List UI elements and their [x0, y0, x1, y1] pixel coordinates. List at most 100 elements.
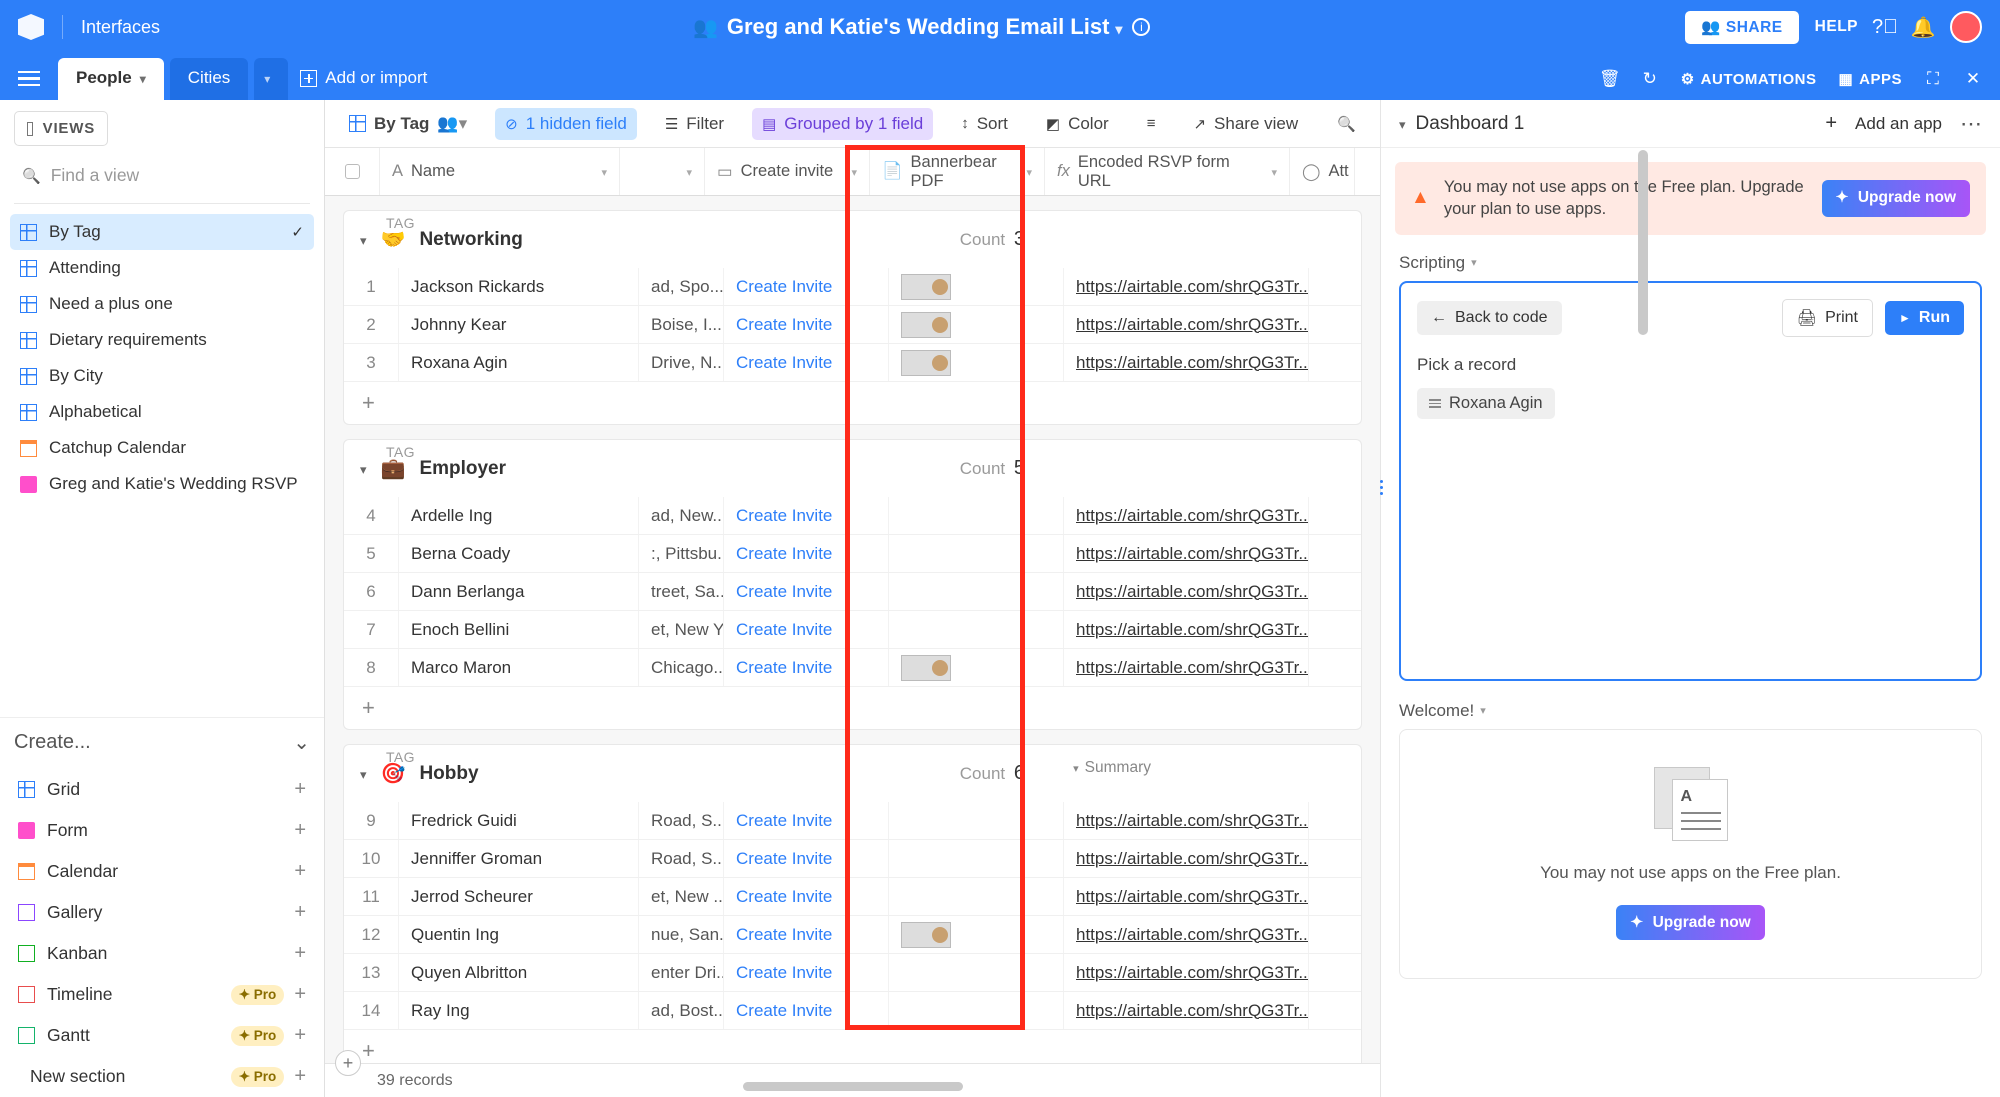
- cell-bannerbear-pdf[interactable]: [889, 802, 1064, 839]
- history-icon[interactable]: ↻: [1641, 70, 1659, 88]
- cell-address[interactable]: enter Dri...: [639, 954, 724, 991]
- dashboard-title[interactable]: Dashboard 1: [1416, 113, 1525, 135]
- cell-name[interactable]: Jenniffer Groman: [399, 840, 639, 877]
- row-height-button[interactable]: ≡: [1137, 109, 1166, 138]
- help-icon[interactable]: ?⃝: [1874, 16, 1896, 38]
- view-item-by-city[interactable]: By City: [10, 358, 314, 394]
- table-row[interactable]: 7Enoch Belliniet, New Y...Create Inviteh…: [344, 611, 1361, 649]
- create-invite-link[interactable]: Create Invite: [736, 887, 832, 907]
- upgrade-now-button-2[interactable]: Upgrade now: [1616, 905, 1764, 940]
- cell-bannerbear-pdf[interactable]: [889, 954, 1064, 991]
- select-all-column[interactable]: [325, 148, 380, 195]
- back-to-code-button[interactable]: ← Back to code: [1417, 301, 1562, 335]
- url-link[interactable]: https://airtable.com/shrQG3Tr...: [1076, 315, 1309, 335]
- column-address[interactable]: [620, 148, 705, 195]
- cell-create-invite[interactable]: Create Invite: [724, 306, 889, 343]
- url-link[interactable]: https://airtable.com/shrQG3Tr...: [1076, 925, 1309, 945]
- summary-dropdown[interactable]: Summary: [1073, 759, 1151, 777]
- cell-create-invite[interactable]: Create Invite: [724, 802, 889, 839]
- cell-bannerbear-pdf[interactable]: [889, 916, 1064, 953]
- add-row-button[interactable]: +: [344, 382, 1361, 424]
- url-link[interactable]: https://airtable.com/shrQG3Tr...: [1076, 620, 1309, 640]
- url-link[interactable]: https://airtable.com/shrQG3Tr...: [1076, 849, 1309, 869]
- table-row[interactable]: 11Jerrod Scheureret, New ...Create Invit…: [344, 878, 1361, 916]
- cell-bannerbear-pdf[interactable]: [889, 306, 1064, 343]
- table-row[interactable]: 8Marco MaronChicago...Create Invitehttps…: [344, 649, 1361, 687]
- url-link[interactable]: https://airtable.com/shrQG3Tr...: [1076, 353, 1309, 373]
- cell-bannerbear-pdf[interactable]: [889, 878, 1064, 915]
- view-item-catchup[interactable]: Catchup Calendar: [10, 430, 314, 466]
- cell-create-invite[interactable]: Create Invite: [724, 268, 889, 305]
- table-row[interactable]: 6Dann Berlangatreet, Sa...Create Inviteh…: [344, 573, 1361, 611]
- cell-address[interactable]: ad, New...: [639, 497, 724, 534]
- add-app-button[interactable]: Add an app: [1855, 114, 1942, 134]
- cell-address[interactable]: Road, S...: [639, 840, 724, 877]
- collapse-icon[interactable]: [1399, 113, 1416, 135]
- column-bannerbear-pdf[interactable]: 📄 Bannerbear PDF: [870, 148, 1045, 195]
- cell-bannerbear-pdf[interactable]: [889, 840, 1064, 877]
- cell-create-invite[interactable]: Create Invite: [724, 916, 889, 953]
- cell-encoded-url[interactable]: https://airtable.com/shrQG3Tr...: [1064, 344, 1309, 381]
- print-button[interactable]: 🖨 Print: [1782, 299, 1873, 337]
- table-row[interactable]: 9Fredrick GuidiRoad, S...Create Inviteht…: [344, 802, 1361, 840]
- plus-icon[interactable]: +: [294, 860, 306, 883]
- user-avatar[interactable]: [1950, 11, 1982, 43]
- view-item-attending[interactable]: Attending: [10, 250, 314, 286]
- pdf-thumbnail[interactable]: [901, 655, 951, 681]
- cell-address[interactable]: Drive, N...: [639, 344, 724, 381]
- cell-bannerbear-pdf[interactable]: [889, 992, 1064, 1029]
- create-invite-link[interactable]: Create Invite: [736, 849, 832, 869]
- url-link[interactable]: https://airtable.com/shrQG3Tr...: [1076, 887, 1309, 907]
- cell-name[interactable]: Marco Maron: [399, 649, 639, 686]
- view-item-plus-one[interactable]: Need a plus one: [10, 286, 314, 322]
- color-button[interactable]: ◩ Color: [1036, 108, 1119, 140]
- views-toggle-button[interactable]: VIEWS: [14, 111, 108, 146]
- plus-icon[interactable]: +: [294, 778, 306, 801]
- checkbox-icon[interactable]: [345, 164, 360, 179]
- url-link[interactable]: https://airtable.com/shrQG3Tr...: [1076, 811, 1309, 831]
- cell-create-invite[interactable]: Create Invite: [724, 611, 889, 648]
- pdf-thumbnail[interactable]: [901, 274, 951, 300]
- table-row[interactable]: 14Ray Ingad, Bost...Create Invitehttps:/…: [344, 992, 1361, 1030]
- cell-name[interactable]: Fredrick Guidi: [399, 802, 639, 839]
- tab-more[interactable]: [254, 58, 288, 100]
- sort-button[interactable]: ↕ Sort: [951, 108, 1018, 140]
- add-row-button[interactable]: +: [344, 687, 1361, 729]
- cell-create-invite[interactable]: Create Invite: [724, 344, 889, 381]
- create-kanban[interactable]: Kanban+: [14, 933, 310, 974]
- filter-button[interactable]: ☰ Filter: [655, 108, 734, 140]
- cell-encoded-url[interactable]: https://airtable.com/shrQG3Tr...: [1064, 535, 1309, 572]
- create-invite-link[interactable]: Create Invite: [736, 315, 832, 335]
- table-row[interactable]: 12Quentin Ingnue, San...Create Invitehtt…: [344, 916, 1361, 954]
- cell-bannerbear-pdf[interactable]: [889, 535, 1064, 572]
- plus-icon[interactable]: +: [294, 901, 306, 924]
- create-invite-link[interactable]: Create Invite: [736, 1001, 832, 1021]
- menu-icon[interactable]: [18, 71, 40, 87]
- cell-address[interactable]: :, Pittsbu...: [639, 535, 724, 572]
- add-record-button[interactable]: +: [335, 1050, 361, 1076]
- cell-encoded-url[interactable]: https://airtable.com/shrQG3Tr...: [1064, 497, 1309, 534]
- cell-bannerbear-pdf[interactable]: [889, 268, 1064, 305]
- trash-icon[interactable]: 🗑: [1601, 70, 1619, 88]
- cell-name[interactable]: Dann Berlanga: [399, 573, 639, 610]
- pdf-thumbnail[interactable]: [901, 922, 951, 948]
- view-item-by-tag[interactable]: By Tag: [10, 214, 314, 250]
- url-link[interactable]: https://airtable.com/shrQG3Tr...: [1076, 582, 1309, 602]
- cell-create-invite[interactable]: Create Invite: [724, 497, 889, 534]
- cell-encoded-url[interactable]: https://airtable.com/shrQG3Tr...: [1064, 992, 1309, 1029]
- create-invite-link[interactable]: Create Invite: [736, 620, 832, 640]
- welcome-section-label[interactable]: Welcome!: [1381, 697, 2000, 729]
- base-title[interactable]: Greg and Katie's Wedding Email List: [727, 14, 1123, 40]
- cell-encoded-url[interactable]: https://airtable.com/shrQG3Tr...: [1064, 802, 1309, 839]
- plus-icon[interactable]: +: [294, 1024, 306, 1047]
- picked-record-chip[interactable]: Roxana Agin: [1417, 388, 1555, 419]
- cell-bannerbear-pdf[interactable]: [889, 497, 1064, 534]
- cell-create-invite[interactable]: Create Invite: [724, 649, 889, 686]
- cell-address[interactable]: treet, Sa...: [639, 573, 724, 610]
- url-link[interactable]: https://airtable.com/shrQG3Tr...: [1076, 506, 1309, 526]
- group-header[interactable]: TAG💼EmployerCount 5: [343, 439, 1362, 497]
- plus-icon[interactable]: +: [294, 819, 306, 842]
- grid-scroll-region[interactable]: A Name ▭ Create invite 📄 Bannerbear PDF: [325, 148, 1380, 1063]
- cell-name[interactable]: Ardelle Ing: [399, 497, 639, 534]
- cell-encoded-url[interactable]: https://airtable.com/shrQG3Tr...: [1064, 268, 1309, 305]
